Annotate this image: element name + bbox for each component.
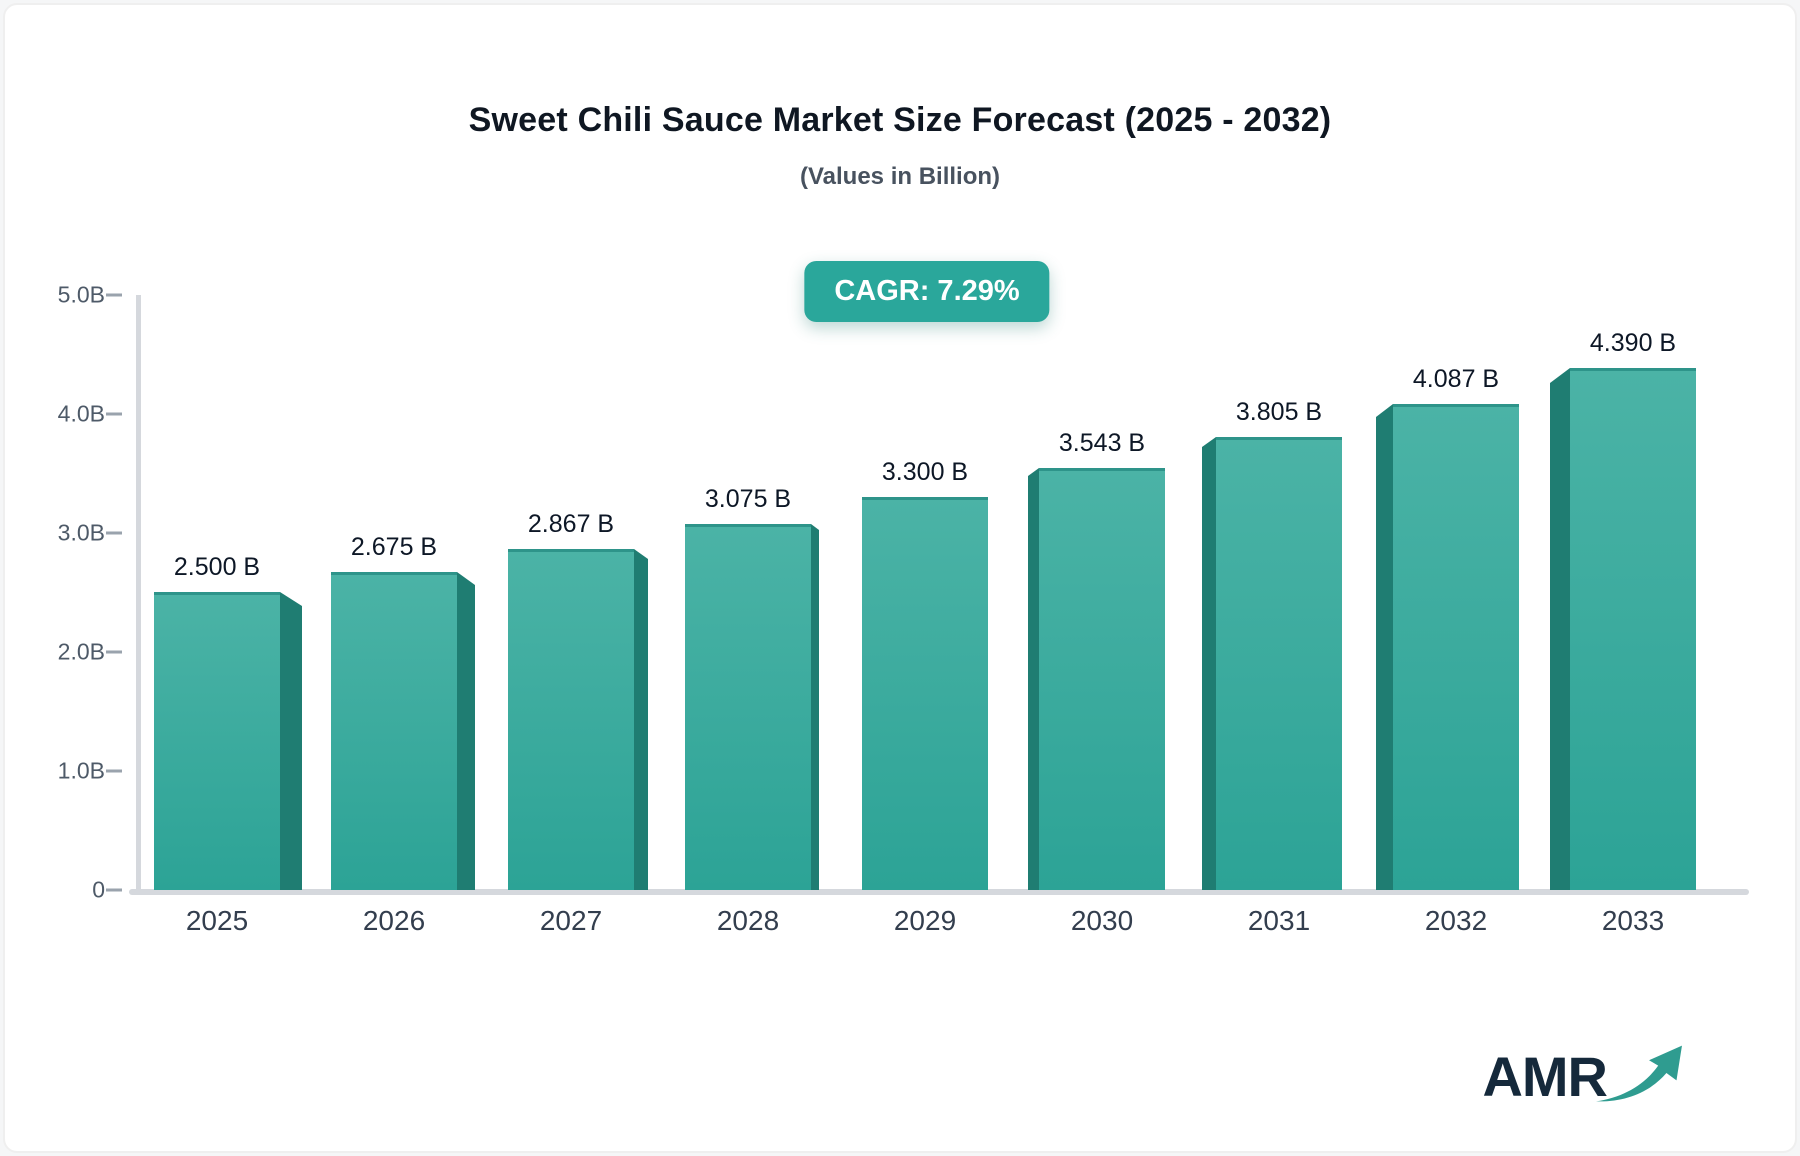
x-axis-tick-label: 2025: [185, 905, 249, 936]
bar-3d-side: [811, 524, 819, 890]
bar: [508, 549, 634, 890]
chart-title: Sweet Chili Sauce Market Size Forecast (…: [468, 101, 1332, 139]
bar-3d-side: [634, 549, 648, 890]
bar-value-label: 3.543 B: [1058, 429, 1146, 457]
y-axis-tick-mark: [106, 531, 122, 535]
bar-value-label: 4.087 B: [1412, 365, 1500, 393]
x-axis-tick-label: 2026: [362, 905, 426, 936]
y-axis-tick-label: 4.0B: [57, 400, 105, 427]
bar: [685, 524, 811, 890]
bar: [1216, 437, 1342, 890]
y-axis-tick-label: 0: [92, 876, 105, 903]
bar-chart-plot: 5.0B 4.0B 3.0B 2.0B 1.0B 0 2.500 B 2025 2.675 B 2…: [5, 5, 1795, 1151]
bar: [1039, 468, 1165, 890]
y-axis-tick-mark: [106, 769, 122, 773]
x-axis-tick-label: 2031: [1247, 905, 1311, 936]
y-axis-tick-mark: [106, 293, 122, 297]
y-axis-tick-mark: [106, 888, 122, 892]
amr-logo: AMR: [1482, 1044, 1685, 1109]
bar: [331, 572, 457, 890]
y-axis-tick-mark: [106, 412, 122, 416]
bar-3d-side: [1376, 404, 1393, 890]
y-axis-tick-label: 2.0B: [57, 638, 105, 665]
bar-value-label: 2.500 B: [173, 553, 261, 581]
bar-value-label: 3.300 B: [881, 458, 969, 486]
bar-3d-side: [280, 592, 302, 890]
bar: [1393, 404, 1519, 890]
bar-3d-side: [457, 572, 475, 890]
x-axis-tick-label: 2033: [1601, 905, 1665, 936]
bar-3d-side: [1202, 437, 1216, 890]
bar: [1570, 368, 1696, 890]
amr-logo-text: AMR: [1482, 1045, 1608, 1108]
bar-value-label: 2.675 B: [350, 533, 438, 561]
y-axis-tick-label: 1.0B: [57, 757, 105, 784]
x-axis-baseline: [129, 889, 1749, 895]
bar: [154, 592, 280, 890]
chart-subtitle: (Values in Billion): [799, 163, 1001, 190]
x-axis-tick-label: 2029: [893, 905, 957, 936]
x-axis-tick-label: 2032: [1424, 905, 1488, 936]
y-axis-tick-label: 5.0B: [57, 281, 105, 308]
x-axis-tick-label: 2030: [1070, 905, 1134, 936]
y-axis-tick-mark: [106, 650, 122, 654]
chart-card: Sweet Chili Sauce Market Size Forecast (…: [3, 3, 1797, 1153]
y-axis-tick-label: 3.0B: [57, 519, 105, 546]
bar-value-label: 2.867 B: [527, 510, 615, 538]
bar: [862, 497, 988, 890]
growth-arrow-icon: [1596, 1045, 1682, 1101]
x-axis-tick-label: 2027: [539, 905, 603, 936]
bar-3d-side: [1028, 468, 1039, 890]
cagr-badge: CAGR: 7.29%: [804, 261, 1050, 322]
bar-value-label: 4.390 B: [1589, 329, 1677, 357]
bar-3d-side: [1550, 368, 1570, 890]
bar-value-label: 3.805 B: [1235, 398, 1323, 426]
y-axis-line: [136, 295, 141, 892]
x-axis-tick-label: 2028: [716, 905, 780, 936]
bar-value-label: 3.075 B: [704, 485, 792, 513]
